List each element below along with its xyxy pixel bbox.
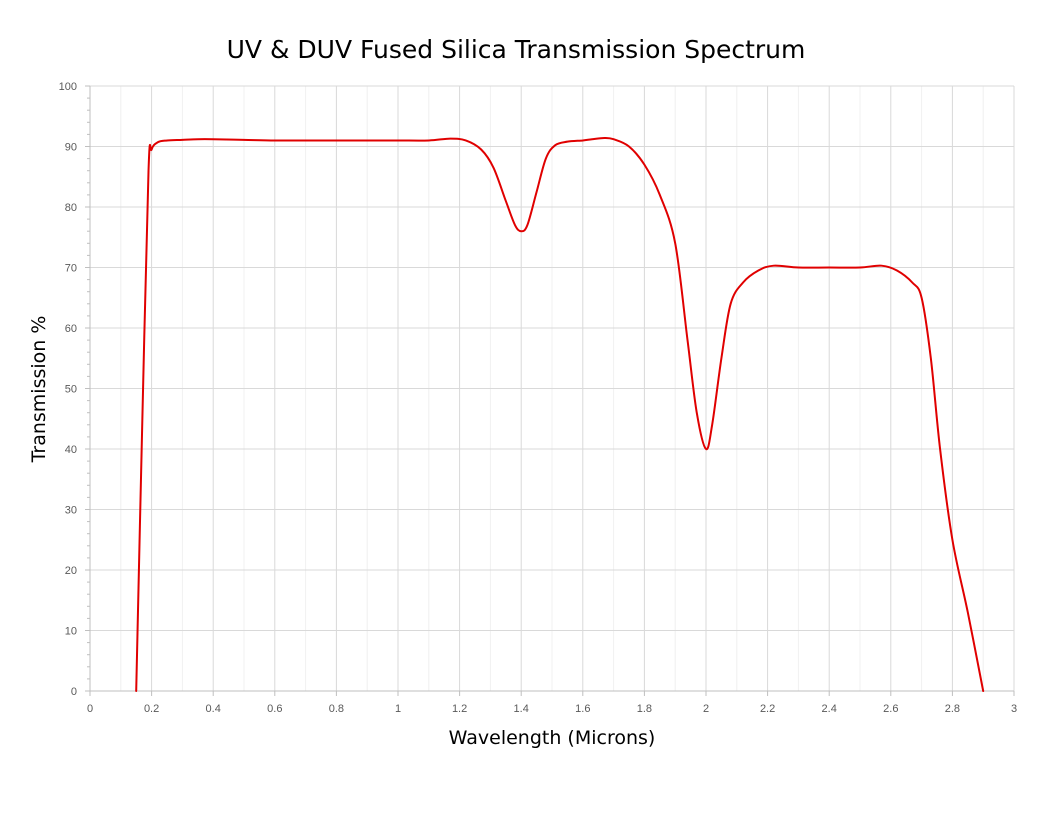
y-tick-label: 90 <box>65 142 77 154</box>
y-tick-label: 100 <box>59 81 77 93</box>
x-tick-label: 0.6 <box>267 703 282 715</box>
axes <box>85 85 1015 696</box>
tick-labels: 0 0.2 0.4 0.6 0.8 1 1.2 1.4 1.6 1.8 2 2.2 2.4 2.6 2.8 3… <box>59 81 1017 715</box>
x-tick-label: 2 <box>703 703 709 715</box>
y-tick-label: 10 <box>65 626 77 638</box>
x-tick-label: 1.2 <box>452 703 467 715</box>
y-tick-label: 80 <box>65 202 77 214</box>
x-tick-label: 1.8 <box>637 703 652 715</box>
y-tick-label: 60 <box>65 323 77 335</box>
x-tick-label: 2.4 <box>822 703 837 715</box>
y-tick-label: 70 <box>65 263 77 275</box>
chart-title: UV & DUV Fused Silica Transmission Spect… <box>227 35 806 64</box>
y-tick-label: 50 <box>65 384 77 396</box>
transmission-line <box>135 137 985 692</box>
y-axis-title: Transmission % <box>28 316 50 464</box>
grid <box>90 85 1015 691</box>
x-tick-label: 1.4 <box>514 703 529 715</box>
y-tick-label: 40 <box>65 444 77 456</box>
x-axis-title: Wavelength (Microns) <box>449 727 656 749</box>
y-tick-label: 0 <box>71 686 77 698</box>
x-tick-label: 0.8 <box>329 703 344 715</box>
x-tick-label: 1.6 <box>575 703 590 715</box>
x-tick-label: 3 <box>1011 703 1017 715</box>
x-tick-label: 2.6 <box>883 703 898 715</box>
x-tick-label: 0.2 <box>144 703 159 715</box>
x-tick-label: 2.2 <box>760 703 775 715</box>
x-tick-label: 0.4 <box>206 703 221 715</box>
y-tick-label: 30 <box>65 505 77 517</box>
x-tick-label: 0 <box>87 703 93 715</box>
x-tick-label: 2.8 <box>945 703 960 715</box>
y-tick-label: 20 <box>65 565 77 577</box>
series <box>135 137 985 692</box>
x-tick-label: 1 <box>395 703 401 715</box>
